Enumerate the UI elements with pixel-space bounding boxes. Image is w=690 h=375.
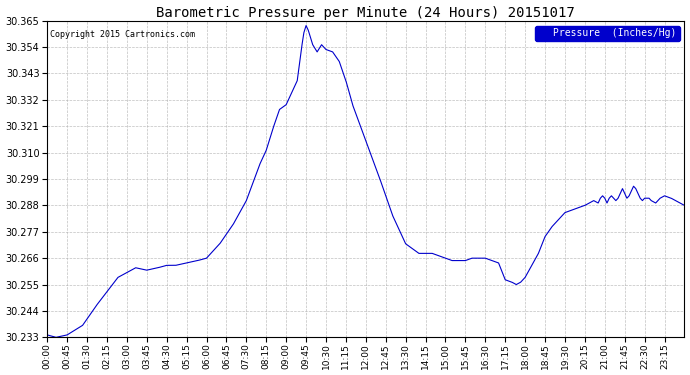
Text: Copyright 2015 Cartronics.com: Copyright 2015 Cartronics.com bbox=[50, 30, 195, 39]
Legend: Pressure  (Inches/Hg): Pressure (Inches/Hg) bbox=[535, 26, 680, 41]
Title: Barometric Pressure per Minute (24 Hours) 20151017: Barometric Pressure per Minute (24 Hours… bbox=[157, 6, 575, 20]
